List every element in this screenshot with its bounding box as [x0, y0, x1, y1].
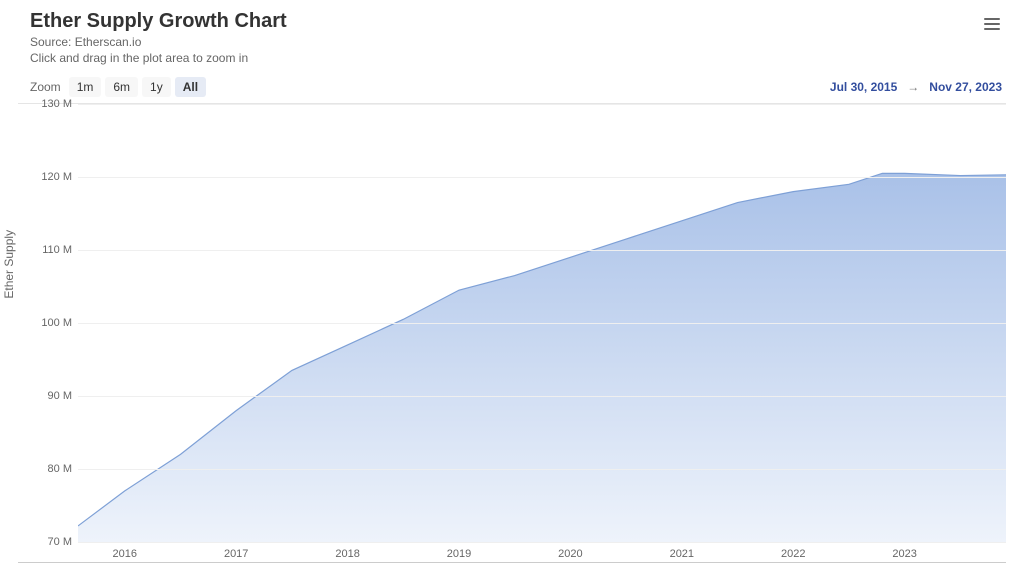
y-tick-label: 70 M [28, 536, 72, 548]
hamburger-menu-icon[interactable] [984, 14, 1006, 34]
chart-title: Ether Supply Growth Chart [30, 10, 287, 33]
gridline [78, 250, 1006, 251]
x-tick-label: 2017 [224, 548, 248, 560]
chart-source: Source: Etherscan.io [30, 35, 287, 49]
zoom-1m-button[interactable]: 1m [69, 77, 102, 97]
y-tick-label: 100 M [28, 317, 72, 329]
zoom-1y-button[interactable]: 1y [142, 77, 171, 97]
area-fill [78, 173, 1006, 542]
x-tick-label: 2021 [670, 548, 694, 560]
y-tick-label: 80 M [28, 463, 72, 475]
header-text-group: Ether Supply Growth Chart Source: Ethers… [18, 10, 287, 73]
x-tick-label: 2023 [892, 548, 916, 560]
y-tick-label: 130 M [28, 98, 72, 110]
gridline [78, 104, 1006, 105]
zoom-6m-button[interactable]: 6m [105, 77, 138, 97]
gridline [78, 469, 1006, 470]
chart-hint: Click and drag in the plot area to zoom … [30, 51, 287, 65]
chart-container: Ether Supply Growth Chart Source: Ethers… [0, 0, 1024, 570]
plot-area[interactable]: Ether Supply 70 M80 M90 M100 M110 M120 M… [18, 103, 1006, 563]
gridline [78, 177, 1006, 178]
date-range: Jul 30, 2015 → Nov 27, 2023 [830, 80, 1002, 94]
x-tick-label: 2016 [113, 548, 137, 560]
x-tick-label: 2019 [447, 548, 471, 560]
date-range-from[interactable]: Jul 30, 2015 [830, 80, 897, 94]
chart-controls: Zoom 1m 6m 1y All Jul 30, 2015 → Nov 27,… [30, 77, 1006, 97]
y-tick-label: 90 M [28, 390, 72, 402]
zoom-all-button[interactable]: All [175, 77, 206, 97]
gridline [78, 542, 1006, 543]
zoom-controls: Zoom 1m 6m 1y All [30, 77, 206, 97]
x-tick-label: 2018 [335, 548, 359, 560]
chart-header: Ether Supply Growth Chart Source: Ethers… [18, 10, 1006, 73]
x-tick-label: 2022 [781, 548, 805, 560]
arrow-right-icon: → [907, 80, 919, 94]
plot-inner: 70 M80 M90 M100 M110 M120 M130 M20162017… [78, 104, 1006, 542]
x-tick-label: 2020 [558, 548, 582, 560]
gridline [78, 396, 1006, 397]
zoom-label: Zoom [30, 80, 61, 94]
gridline [78, 323, 1006, 324]
y-tick-label: 110 M [28, 244, 72, 256]
y-tick-label: 120 M [28, 171, 72, 183]
y-axis-title: Ether Supply [2, 230, 16, 299]
date-range-to[interactable]: Nov 27, 2023 [929, 80, 1002, 94]
